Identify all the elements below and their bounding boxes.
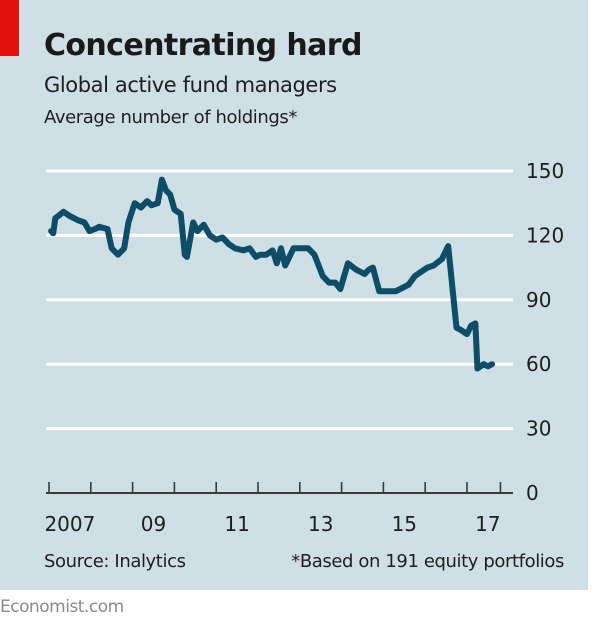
y-tick-label-30: 30	[526, 417, 551, 441]
x-axis	[46, 482, 513, 494]
series-group	[48, 176, 496, 372]
brand-tag	[0, 0, 19, 56]
x-tick-label-15: 15	[392, 512, 417, 536]
x-axis-labels: 2007 09 11 13 15 17	[44, 512, 500, 536]
x-tick-label-13: 13	[308, 512, 333, 536]
y-axis-labels: 0 30 60 90 120 150	[526, 159, 564, 505]
footnote: *Based on 191 equity portfolios	[291, 551, 564, 572]
chart-units-label: Average number of holdings*	[44, 107, 297, 128]
x-tick-label-11: 11	[224, 512, 249, 536]
x-tick-label-2007: 2007	[44, 512, 95, 536]
y-tick-label-0: 0	[526, 481, 539, 505]
chart-title: Concentrating hard	[44, 28, 362, 63]
y-tick-label-120: 120	[526, 223, 564, 247]
x-tick-label-17: 17	[475, 512, 500, 536]
x-tick-label-09: 09	[141, 512, 166, 536]
y-tick-label-90: 90	[526, 288, 551, 312]
brand-label: Economist.com	[0, 597, 124, 617]
chart-subtitle: Global active fund managers	[44, 73, 337, 97]
y-tick-label-150: 150	[526, 159, 564, 183]
source-note: Source: Inalytics	[44, 551, 186, 572]
series-line-holdings	[48, 176, 496, 372]
gridlines	[46, 169, 513, 431]
y-tick-label-60: 60	[526, 352, 551, 376]
chart-panel	[0, 0, 588, 590]
